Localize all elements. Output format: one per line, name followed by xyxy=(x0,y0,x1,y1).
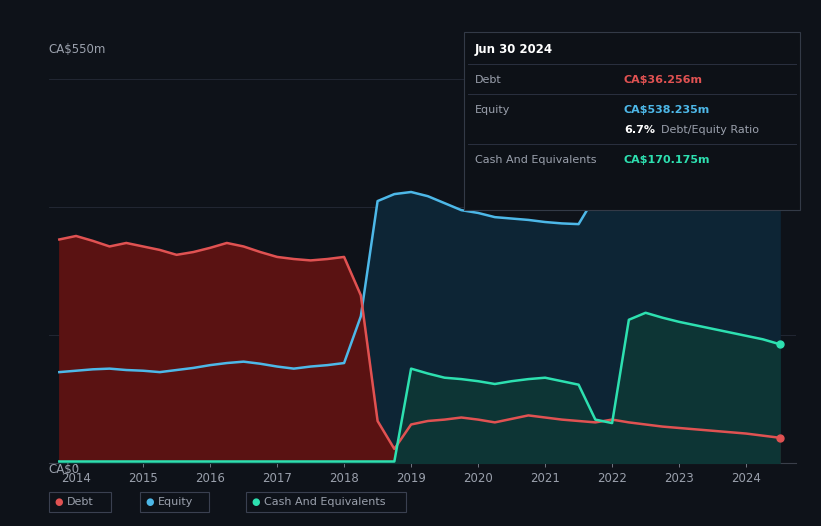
Text: ●: ● xyxy=(252,497,260,508)
Text: Cash And Equivalents: Cash And Equivalents xyxy=(475,155,596,165)
Text: Equity: Equity xyxy=(158,497,193,508)
Text: Cash And Equivalents: Cash And Equivalents xyxy=(264,497,386,508)
Text: Debt/Equity Ratio: Debt/Equity Ratio xyxy=(661,125,759,135)
Text: ●: ● xyxy=(145,497,154,508)
Text: ●: ● xyxy=(55,497,63,508)
Text: CA$170.175m: CA$170.175m xyxy=(624,155,710,165)
Text: CA$550m: CA$550m xyxy=(48,43,106,56)
Text: CA$0: CA$0 xyxy=(48,463,80,476)
Text: CA$36.256m: CA$36.256m xyxy=(624,75,703,85)
Text: Debt: Debt xyxy=(475,75,502,85)
Text: Equity: Equity xyxy=(475,105,510,115)
Text: 6.7%: 6.7% xyxy=(624,125,655,135)
Text: Debt: Debt xyxy=(67,497,94,508)
Text: CA$538.235m: CA$538.235m xyxy=(624,105,710,115)
Text: Jun 30 2024: Jun 30 2024 xyxy=(475,43,553,56)
